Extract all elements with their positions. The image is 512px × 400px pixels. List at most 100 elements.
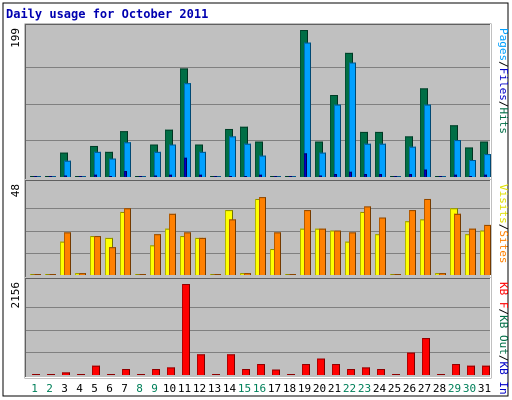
bar-sites-day-24 — [379, 217, 386, 275]
legend-label: Files — [497, 68, 510, 101]
bar-files-day-9 — [154, 151, 161, 177]
bar-pages-day-20 — [319, 175, 322, 177]
day-label: 30 — [463, 382, 476, 395]
bar-sites-day-30 — [469, 228, 476, 275]
day-label: 14 — [223, 382, 237, 395]
chart-title: Daily usage for October 2011 — [6, 7, 208, 21]
bar-pages-day-10 — [169, 174, 172, 177]
day-label: 22 — [343, 382, 356, 395]
bar-pages-day-16 — [259, 174, 262, 177]
bar-kb-day-29 — [452, 364, 460, 375]
bar-files-day-22 — [349, 62, 356, 177]
day-label: 3 — [61, 382, 68, 395]
day-label: 11 — [178, 382, 191, 395]
legend-label: / — [497, 224, 510, 231]
bar-kb-day-11 — [182, 284, 190, 375]
bar-sites-day-4 — [79, 273, 86, 275]
day-axis: 1 2 3 4 5 6 7 8 9 10 11 12 13 14 15 16 17 18 19 20 21 22 23 24 2… — [31, 382, 491, 395]
bar-pages-day-13 — [214, 176, 217, 177]
bar-sites-day-28 — [439, 273, 446, 275]
day-label: 8 — [136, 382, 143, 395]
bar-sites-day-25 — [394, 274, 401, 275]
day-label: 23 — [358, 382, 371, 395]
bar-pages-day-29 — [454, 174, 457, 177]
bar-pages-day-22 — [349, 171, 352, 177]
bar-kb-day-30 — [467, 365, 475, 375]
bar-pages-day-25 — [394, 176, 397, 177]
bar-kb-day-27 — [422, 338, 430, 375]
day-label: 6 — [106, 382, 113, 395]
bar-files-day-20 — [319, 152, 326, 177]
day-label: 13 — [208, 382, 221, 395]
day-label: 12 — [193, 382, 206, 395]
panel-2-max-label: 48 — [9, 184, 22, 197]
bar-kb-day-20 — [317, 358, 325, 375]
day-label: 1 — [31, 382, 38, 395]
bar-pages-day-24 — [379, 174, 382, 177]
bar-kb-day-21 — [332, 364, 340, 375]
bar-sites-day-10 — [169, 213, 176, 275]
bar-pages-day-11 — [184, 157, 187, 177]
bar-pages-day-5 — [94, 174, 97, 177]
bar-sites-day-3 — [64, 232, 71, 275]
bar-kb-day-5 — [92, 365, 100, 375]
bar-pages-day-4 — [79, 176, 82, 177]
legend-label: / — [497, 101, 510, 108]
panel-3-max-label: 2156 — [9, 282, 22, 309]
bar-kb-day-31 — [482, 365, 490, 375]
legend-label: KB Out — [497, 315, 510, 355]
bar-sites-day-14 — [229, 219, 236, 275]
bar-sites-day-26 — [409, 210, 416, 275]
bar-files-day-24 — [379, 143, 386, 177]
bar-files-day-16 — [259, 155, 266, 177]
bar-pages-day-31 — [484, 174, 487, 177]
panel-3-legend: KB F/KB Out/KB In — [497, 282, 510, 395]
bar-files-day-3 — [64, 160, 71, 177]
bar-kb-day-22 — [347, 369, 355, 375]
bar-kb-day-6 — [107, 374, 115, 375]
day-label: 28 — [433, 382, 446, 395]
bar-kb-day-10 — [167, 367, 175, 375]
bar-pages-day-28 — [439, 176, 442, 177]
bar-pages-day-30 — [469, 176, 472, 177]
bar-sites-day-31 — [484, 224, 491, 275]
panel-1: 199 Pages/Files/Hits — [9, 23, 510, 181]
bar-pages-day-23 — [364, 174, 367, 177]
day-label: 9 — [151, 382, 158, 395]
bar-kb-day-24 — [377, 369, 385, 375]
bar-sites-day-1 — [34, 274, 41, 275]
legend-label: Pages — [497, 28, 510, 61]
legend-label: KB In — [497, 362, 510, 395]
bar-files-day-23 — [364, 143, 371, 177]
day-label: 29 — [448, 382, 461, 395]
day-label: 2 — [46, 382, 53, 395]
panel-2: 48 Visits/Sites — [9, 179, 510, 279]
bar-sites-day-7 — [124, 208, 131, 275]
legend-label: KB F — [497, 282, 510, 309]
bar-pages-day-19 — [304, 153, 307, 177]
panel-1-max-label: 199 — [9, 28, 22, 48]
panel-1-bars — [30, 30, 491, 178]
day-label: 24 — [373, 382, 387, 395]
legend-label: / — [497, 309, 510, 316]
bar-files-day-26 — [409, 146, 416, 177]
bar-kb-day-4 — [77, 374, 85, 375]
bar-pages-day-26 — [409, 174, 412, 177]
panel-2-legend: Visits/Sites — [497, 184, 510, 264]
bar-sites-day-8 — [139, 274, 146, 275]
bar-sites-day-21 — [334, 230, 341, 275]
bar-files-day-10 — [169, 144, 176, 177]
bar-sites-day-18 — [289, 274, 296, 275]
bar-files-day-27 — [424, 104, 431, 177]
bar-kb-day-23 — [362, 367, 370, 375]
bar-pages-day-27 — [424, 169, 427, 177]
legend-label: Visits — [497, 184, 510, 224]
bar-files-day-21 — [334, 104, 341, 177]
bar-sites-day-22 — [349, 232, 356, 275]
panel-3-bars — [32, 284, 490, 375]
day-label: 18 — [283, 382, 296, 395]
bar-kb-day-2 — [47, 374, 55, 375]
bar-kb-day-8 — [137, 374, 145, 375]
